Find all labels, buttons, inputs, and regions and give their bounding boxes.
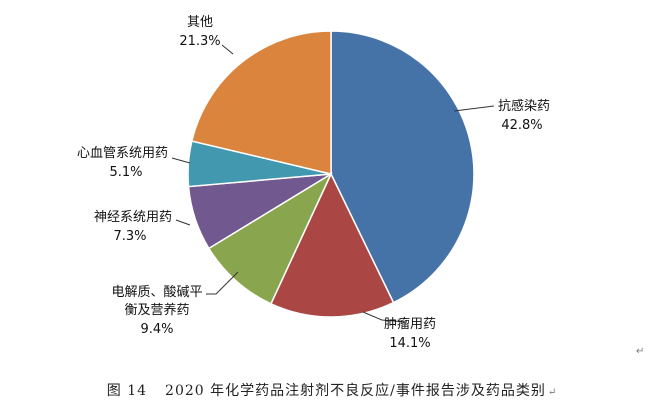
pie-slice bbox=[190, 30, 332, 175]
leader-line bbox=[171, 157, 191, 164]
figure-caption-text: 2020 年化学药品注射剂不良反应/事件报告涉及药品类别 bbox=[165, 383, 546, 399]
slice-value-label: 9.4% bbox=[140, 322, 173, 337]
leader-line bbox=[175, 219, 191, 226]
slice-value-label: 21.3% bbox=[179, 34, 220, 49]
paragraph-mark: ↵ bbox=[636, 346, 645, 357]
slice-label: 电解质、酸碱平 bbox=[111, 285, 202, 300]
leader-line bbox=[453, 105, 495, 112]
slice-value-label: 5.1% bbox=[109, 165, 142, 180]
slice-label: 神经系统用药 bbox=[94, 210, 172, 225]
pie-slice bbox=[207, 172, 333, 305]
pie-slice bbox=[269, 172, 395, 318]
leader-line bbox=[362, 311, 407, 323]
caption-paragraph-mark: ↵ bbox=[547, 387, 558, 398]
figure-caption: 图 14 2020 年化学药品注射剂不良反应/事件报告涉及药品类别 ↵ bbox=[0, 380, 664, 400]
slice-label: 心血管系统用药 bbox=[77, 146, 168, 161]
slice-label: 其他 bbox=[187, 15, 213, 30]
pie-slice bbox=[330, 30, 475, 304]
slice-label: 抗感染药 bbox=[498, 98, 550, 114]
leader-line bbox=[221, 44, 234, 55]
slice-value-label: 14.1% bbox=[389, 336, 430, 351]
leader-line bbox=[206, 271, 239, 295]
figure-number: 图 14 bbox=[106, 383, 148, 399]
slice-value-label: 7.3% bbox=[113, 229, 146, 244]
slice-label: 肿瘤用药 bbox=[384, 316, 436, 332]
slice-value-label: 42.8% bbox=[501, 118, 542, 133]
slice-label: 衡及营养药 bbox=[124, 302, 189, 318]
